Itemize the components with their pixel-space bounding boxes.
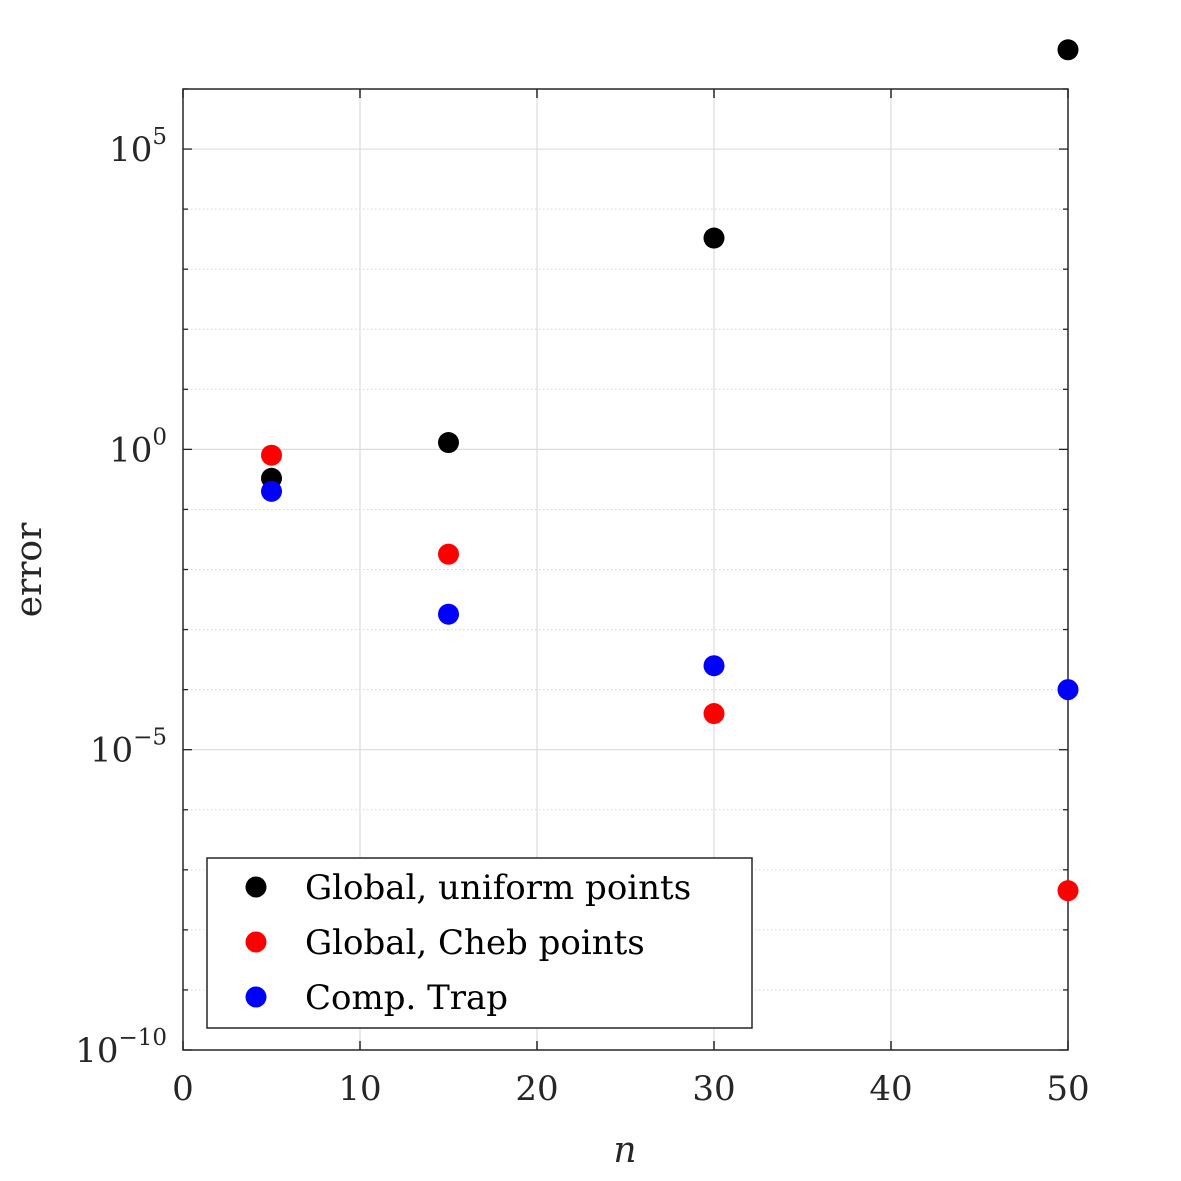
x-tick-label: 30: [692, 1069, 735, 1109]
legend-marker: [245, 931, 267, 953]
legend-marker: [245, 986, 267, 1008]
axis-labels: n error: [9, 522, 637, 1171]
legend-entry-label: Comp. Trap: [305, 978, 508, 1018]
data-point: [261, 444, 282, 466]
data-point: [438, 543, 459, 565]
data-point: [703, 227, 725, 249]
y-tick-label: 10−10: [75, 1025, 167, 1071]
y-tick-label: 10−5: [90, 725, 167, 771]
data-point: [1057, 880, 1079, 902]
legend-marker: [245, 876, 267, 898]
data-point: [261, 480, 282, 502]
data-points: [261, 39, 1079, 902]
data-point: [703, 655, 725, 677]
axis-ticks: 0 10 20 30 40 50 10−10 10−5 100 105: [75, 88, 1090, 1109]
x-tick-label: 50: [1046, 1069, 1089, 1109]
legend-entry-label: Global, uniform points: [305, 868, 691, 908]
legend-box: [206, 857, 753, 1029]
y-tick-label: 105: [109, 124, 167, 170]
data-point: [1057, 679, 1079, 701]
legend: Global, uniform points Global, Cheb point…: [206, 857, 753, 1029]
data-point: [703, 703, 725, 725]
data-point: [438, 432, 459, 454]
x-tick-label: 40: [869, 1069, 912, 1109]
y-axis-label: error: [9, 522, 50, 617]
x-axis-label: n: [613, 1130, 636, 1171]
y-tick-label: 100: [109, 424, 167, 470]
grid: [183, 89, 1068, 1050]
legend-entry-label: Global, Cheb points: [305, 923, 645, 963]
x-tick-label: 20: [515, 1069, 558, 1109]
x-tick-label: 10: [338, 1069, 381, 1109]
data-point: [438, 603, 459, 625]
x-tick-label: 0: [172, 1069, 194, 1109]
data-point: [1057, 39, 1079, 61]
